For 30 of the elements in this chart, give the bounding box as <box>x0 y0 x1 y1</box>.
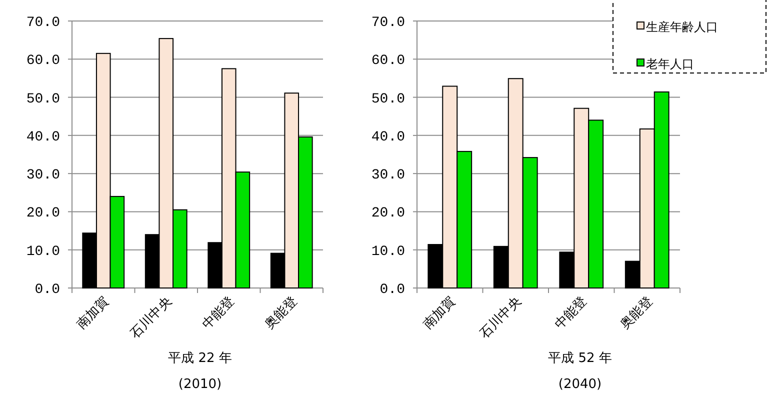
y-tick-label: 0.0 <box>34 282 60 298</box>
x-tick-label: 奥能登 <box>262 294 300 332</box>
legend-label: 生産年齢人口 <box>646 20 718 34</box>
y-tick-label: 0.0 <box>380 282 405 298</box>
y-tick-label: 70.0 <box>371 15 405 31</box>
y-tick-label: 60.0 <box>371 53 405 70</box>
y-tick-label: 40.0 <box>26 129 60 146</box>
x-tick-label: 中能登 <box>200 294 238 332</box>
y-tick-label: 70.0 <box>26 15 60 31</box>
text: (2040) <box>558 377 602 392</box>
x-tick-label: 石川中央 <box>477 294 524 342</box>
y-tick-label: 10.0 <box>26 244 60 260</box>
legend-label: 老年人口 <box>646 57 694 71</box>
y-tick-label: 50.0 <box>26 91 60 108</box>
y-tick-label: 20.0 <box>26 206 60 222</box>
text: 平成 52 年 <box>548 351 612 366</box>
x-tick-label: 南加賀 <box>74 294 112 332</box>
x-tick-label: 奥能登 <box>618 294 656 332</box>
y-tick-label: 10.0 <box>371 244 405 260</box>
y-tick-label: 30.0 <box>371 168 405 184</box>
x-tick-label: 石川中央 <box>128 294 175 342</box>
y-tick-label: 60.0 <box>26 53 60 70</box>
y-tick-label: 20.0 <box>371 206 405 222</box>
y-tick-label: 40.0 <box>371 129 405 146</box>
text: (2010) <box>178 377 222 392</box>
y-tick-label: 30.0 <box>26 168 60 184</box>
y-tick-label: 50.0 <box>371 91 405 108</box>
text: 平成 22 年 <box>168 351 232 366</box>
x-tick-label: 中能登 <box>552 294 590 332</box>
x-tick-label: 南加賀 <box>420 294 459 332</box>
